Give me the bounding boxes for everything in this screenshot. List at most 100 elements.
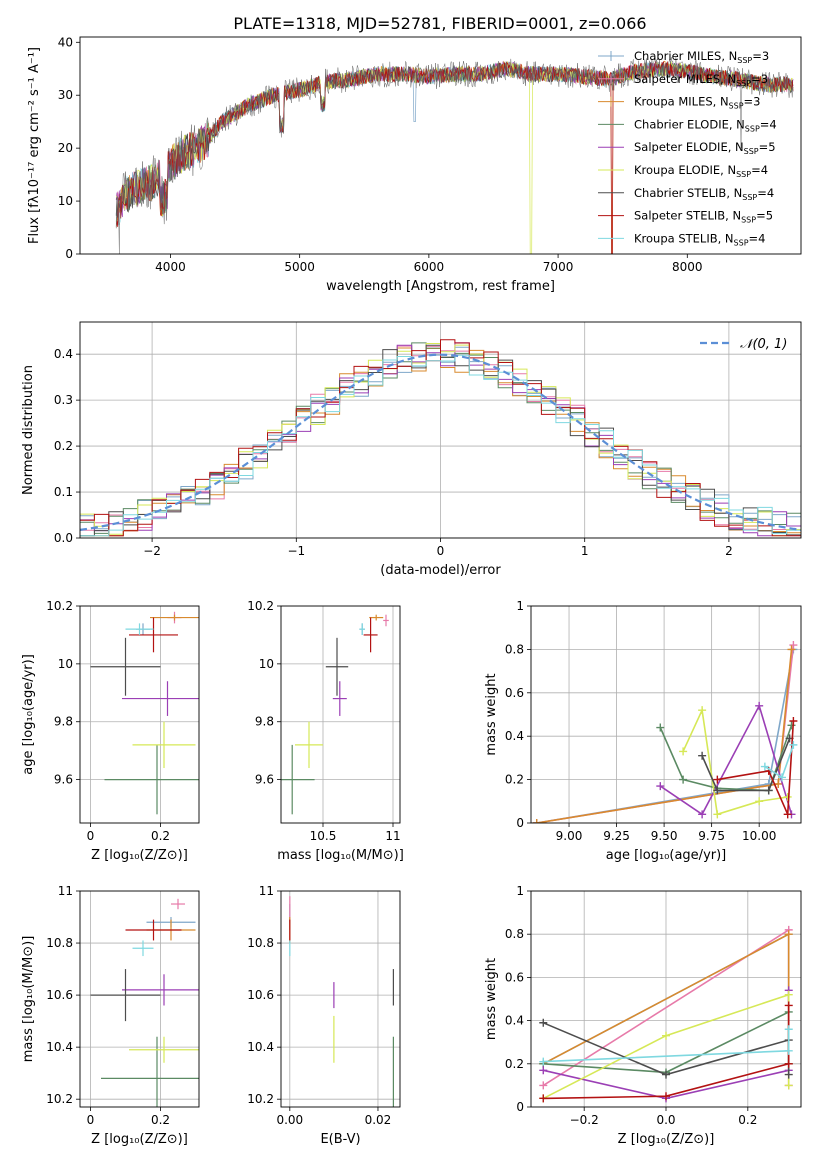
weight-marker [787,645,796,654]
x-tick-label: 1 [581,544,589,558]
panel-weight-vs-Z: −0.2 0.0 0.2 0 0.2 0.4 0.6 0.8 1 Z [log₁₀(Z/Z⊙)] m… [484,884,802,1147]
weight-marker [539,1081,548,1090]
y-tick-label: 10.2 [247,599,274,613]
y-tick-label: 0.2 [505,1057,524,1071]
x-tick-label: 0.02 [365,1113,392,1127]
panel-age-vs-Z: 0 0.2 9.6 9.8 10 10.2 Z [log₁₀(Z/Z⊙)] age [log₁… [21,599,200,863]
x-axis-label: Z [log₁₀(Z/Z⊙)] [91,848,188,863]
y-tick-label: 1 [516,599,524,613]
panel-weight-vs-age: 9.00 9.25 9.50 9.75 10.00 0 0.2 0.4 0.6 0.8 1 age [… [484,599,802,863]
weight-marker [713,775,722,784]
weight-marker [662,1031,670,1040]
y-tick-label: 9.8 [54,715,73,729]
y-tick-label: 0.6 [505,970,524,984]
x-axis-label: Z [log₁₀(Z/Z⊙)] [91,1132,188,1147]
weight-marker [784,1001,793,1010]
x-tick-label: 0.0 [656,1113,675,1127]
legend-label: 𝒩(0, 1) [740,337,787,352]
plot-area-mass-vs-EBV [281,891,400,1107]
legend-label-main: Salpeter ELODIE, N [634,140,744,154]
legend-label: Kroupa ELODIE, NSSP=4 [634,163,768,179]
x-tick-label: 0.2 [151,829,170,843]
legend-label-sub: SSP [736,79,751,88]
panel-mass-vs-EBV: 0.00 0.02 10.2 10.4 10.6 10.8 11 E(B-V) [247,884,401,1147]
spectrum-model-salpeter-stelib [115,60,794,254]
legend-label: Chabrier STELIB, NSSP=4 [634,186,774,202]
weight-marker [755,701,764,710]
weight-marker [784,1059,793,1068]
x-axis-label: (data-model)/error [380,563,501,578]
legend-label: Salpeter ELODIE, NSSP=5 [634,140,776,156]
legend-label-tail: =4 [760,117,777,131]
legend-label-main: Kroupa STELIB, N [634,231,734,245]
spectrum-data-line [115,57,794,254]
weight-line-salpeter-stelib [717,720,795,815]
y-tick-label: 0.4 [505,729,524,743]
x-tick-label: 10.00 [742,829,776,843]
plot-area-age-vs-Z [80,606,199,823]
legend-label-sub: SSP [742,193,757,202]
legend-label-main: Kroupa MILES, N [634,95,729,109]
weight-marker [783,792,792,801]
panel-spectrum: 4000 5000 6000 7000 8000 0 10 20 30 40 wavelength … [27,35,802,294]
x-tick-label: 2 [725,544,733,558]
legend-label-main: Chabrier MILES, N [634,49,737,63]
panel-age-vs-mass: 10.5 11 9.6 9.8 10 10.2 mass [log₁₀(M/M⊙)] [247,599,403,863]
y-axis-label: age [log₁₀(age/yr)] [21,654,36,775]
axes-frame [280,605,401,824]
y-tick-label: 0.8 [505,642,524,656]
y-axis-label: Normed distribution [21,365,36,495]
legend-label-sub: SSP [744,147,759,156]
y-tick-label: 10.8 [46,936,73,950]
spectrum-model-chabrier-stelib [115,62,794,218]
weight-marker [784,1046,793,1055]
weight-marker [789,641,798,650]
spectrum-model-kroupa-elodie [115,61,794,254]
plot-area-spectrum [115,57,794,254]
legend-label: Salpeter MILES, NSSP=3 [634,72,768,88]
x-tick-label: 0.2 [738,1113,757,1127]
y-tick-label: 0.1 [54,485,73,499]
legend-label-tail: =3 [744,95,761,109]
legend-label-sub: SSP [741,216,756,225]
y-tick-label: 0 [65,247,73,261]
weight-marker [698,751,707,760]
x-tick-label: 0.00 [276,1113,303,1127]
y-tick-label: 10.2 [46,1092,73,1106]
x-tick-label: 9.00 [556,829,583,843]
weight-marker [539,1057,548,1066]
panel-mass-vs-Z: 0 0.2 10.2 10.4 10.6 10.8 11 Z [log₁₀(Z/Z⊙)] mas… [21,884,200,1147]
y-tick-label: 0.4 [505,1014,524,1028]
weight-marker [679,747,688,756]
legend-label-main: Chabrier ELODIE, N [634,117,745,131]
y-tick-label: 0 [516,1100,524,1114]
spectrum-model-kroupa-miles [115,60,794,254]
legend-label: Chabrier MILES, NSSP=3 [634,49,769,65]
x-tick-label: 0 [437,544,445,558]
weight-marker [789,740,798,749]
y-tick-label: 9.8 [255,715,274,729]
weight-marker [774,779,783,788]
y-axis-label: Flux [fλ10⁻¹⁷ erg cm⁻² s⁻¹ A⁻¹] [27,47,42,244]
legend-label-tail: =3 [752,49,769,63]
weight-marker [656,723,665,732]
weight-marker [764,786,773,795]
x-tick-label: 9.75 [698,829,725,843]
weight-marker [656,782,665,791]
axes-frame [79,321,802,539]
figure-title: PLATE=1318, MJD=52781, FIBERID=0001, z=0… [233,14,646,33]
y-tick-label: 10.8 [247,936,274,950]
legend-label: Salpeter STELIB, NSSP=5 [634,209,773,225]
weight-marker [539,1066,548,1075]
weight-marker [698,810,707,819]
x-axis-label: age [log₁₀(age/yr)] [606,848,727,863]
y-tick-label: 0.3 [54,393,73,407]
legend-label-sub: SSP [729,102,744,111]
axes-frame [280,890,401,1108]
y-tick-label: 10 [259,657,274,671]
x-tick-label: −1 [287,544,305,558]
weight-marker [784,1070,793,1079]
histogram-kroupa-miles [80,347,801,537]
axes-frame [79,890,200,1108]
